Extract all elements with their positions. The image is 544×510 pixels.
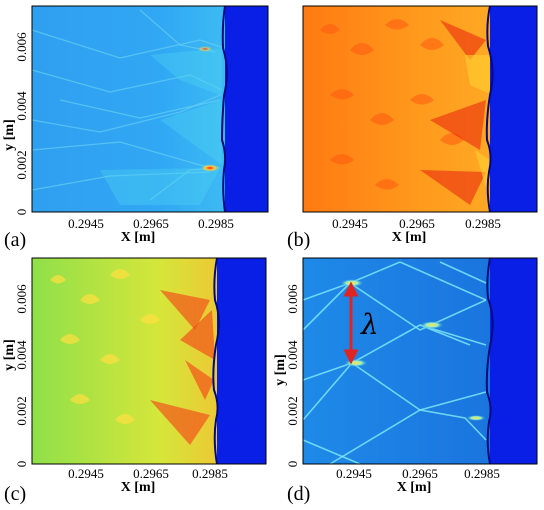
panel-c-ylabel: y [m] [2,339,17,371]
panel-a-xticks: 0.2945 0.2965 0.2985 [68,216,234,231]
panel-a-shock-front [220,5,228,213]
panel-c-xlabel: X [m] [121,480,156,495]
panel-b [302,5,538,213]
panel-d-xtick-3: 0.2985 [464,466,500,481]
panel-a-frame [31,5,269,213]
panel-b-unburned [490,6,537,212]
panel-c-label: (c) [4,483,26,505]
panel-c-ytick-1: 0 [14,461,29,468]
panel-d-label: (d) [287,483,310,505]
panel-b-xtick-1: 0.2945 [332,216,368,231]
panel-d-xtick-2: 0.2965 [402,466,438,481]
panel-a-ytick-4: 0.006 [14,32,29,62]
panel-c-frame [31,257,267,465]
panel-d-shock-front [485,257,494,465]
panel-d-yticks: 0 0.002 0.004 0.006 [285,284,300,467]
panel-d-hotspot-4 [466,415,486,421]
panel-d-axes: 0.2945 0.2965 0.2985 X [m] 0 0.002 0.004… [273,284,500,505]
panel-b-hot-regions [420,20,486,205]
panel-d-hotspot-2 [344,359,368,367]
panel-a-ytick-2: 0.002 [14,150,29,179]
panel-d-xticks: 0.2945 0.2965 0.2985 [336,466,500,481]
panel-d-triple-point-tracks [302,261,487,465]
panel-b-frame [302,5,538,213]
panel-a-ylabel: y [m] [2,119,17,151]
panel-a-bright-regions [100,48,222,205]
panel-d-hotspot-3 [420,321,444,329]
panel-c-xtick-3: 0.2985 [192,466,228,481]
panel-a-hotspot [200,164,220,172]
panel-d: λ [302,257,538,465]
panel-a-ytick-1: 0 [14,209,29,216]
panel-b-label: (b) [287,229,310,251]
panel-d-ytick-1: 0 [285,461,300,468]
panel-a-xtick-1: 0.2945 [68,216,104,231]
panel-c-yticks: 0 0.002 0.004 0.006 [14,284,29,467]
panel-c-xticks: 0.2945 0.2965 0.2985 [68,466,228,481]
panel-b-xtick-2: 0.2965 [399,216,435,231]
panel-a-hotspot-2 [197,46,213,52]
panel-a-ytick-3: 0.004 [14,91,29,121]
panel-b-xticks: 0.2945 0.2965 0.2985 [332,216,501,231]
lambda-symbol: λ [360,308,379,341]
panel-c-ytick-4: 0.006 [14,284,29,314]
panel-d-ytick-2: 0.002 [285,396,300,425]
panel-c-ytick-3: 0.004 [14,340,29,370]
panel-b-xlabel: X [m] [392,230,427,245]
panel-b-shock-front [485,5,494,213]
panel-c-axes: 0.2945 0.2965 0.2985 X [m] 0 0.002 0.004… [2,284,228,505]
panel-c-vortices [50,269,160,424]
panel-a [31,5,269,213]
panel-a-xtick-2: 0.2965 [133,216,169,231]
panel-a-label: (a) [4,229,26,251]
panel-b-yellow-regions [465,55,492,195]
panel-a-xtick-3: 0.2985 [198,216,234,231]
panel-a-axes: 0.2945 0.2965 0.2985 X [m] 0 0.002 0.004… [2,32,234,251]
panel-c-shock-front [212,257,220,465]
panel-c-hot-regions [150,290,215,445]
panel-d-ytick-4: 0.006 [285,284,300,314]
panel-c-xtick-1: 0.2945 [68,466,104,481]
panel-d-xtick-1: 0.2945 [336,466,372,481]
panel-c-xtick-2: 0.2965 [133,466,169,481]
panel-d-hotspot-1 [340,279,364,287]
panel-a-xlabel: X [m] [121,230,156,245]
panel-d-ylabel: y [m] [273,354,288,386]
panel-c-ytick-2: 0.002 [14,396,29,425]
panel-d-unburned [490,258,537,464]
panel-d-xlabel: X [m] [397,480,432,495]
panel-d-frame [302,257,538,465]
panel-b-vortices [320,19,464,190]
panel-c [31,257,267,465]
panel-a-yticks: 0 0.002 0.004 0.006 [14,32,29,215]
panel-a-unburned [225,6,268,212]
panel-b-axes: 0.2945 0.2965 0.2985 X [m] (b) [287,216,501,251]
panel-d-ytick-3: 0.004 [285,340,300,370]
panel-c-unburned [217,258,266,464]
panel-b-xtick-3: 0.2985 [465,216,501,231]
